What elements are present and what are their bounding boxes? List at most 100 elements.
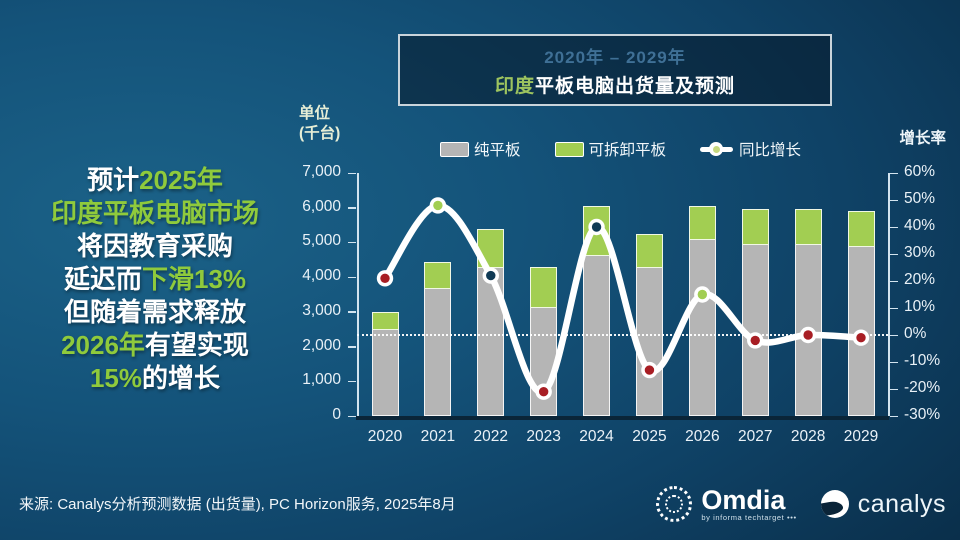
right-axis-label--30%: -30% <box>904 406 941 423</box>
x-label-2021: 2021 <box>420 428 456 445</box>
bar-slate-2020 <box>371 329 399 416</box>
right-axis-label-50%: 50% <box>904 190 936 207</box>
x-label-2022: 2022 <box>473 428 508 445</box>
right-axis-tick-0% <box>890 334 898 336</box>
annotation-line-1: 预计2025年 <box>10 164 300 197</box>
right-axis-label-20%: 20% <box>904 271 936 288</box>
brand-logos: Omdia by informa techtarget ••• canalys <box>656 486 946 522</box>
left-axis-tick-2,000 <box>348 346 356 348</box>
marker-ring-2020 <box>376 270 394 287</box>
bar-slate-2028 <box>794 244 822 416</box>
left-axis-tick-3,000 <box>348 311 356 313</box>
right-axis-label-10%: 10% <box>904 298 936 315</box>
left-axis-label-2,000: 2,000 <box>302 336 341 354</box>
legend-item-slate-tablet[interactable]: 纯平板 <box>440 138 521 160</box>
marker-ring-2021 <box>429 197 447 214</box>
bar-detachable-2022 <box>477 228 505 268</box>
left-axis-line <box>357 173 359 416</box>
right-axis-tick-60% <box>890 172 898 174</box>
legend-label-detachable: 可拆卸平板 <box>588 142 667 159</box>
omdia-wordmark: Omdia <box>701 484 786 515</box>
bar-detachable-2023 <box>530 266 558 308</box>
title-rest: 平板电脑出货量及预测 <box>535 75 736 97</box>
annotation-segment: 将因教育采购 <box>76 231 233 261</box>
left-axis-label-6,000: 6,000 <box>302 197 341 215</box>
right-axis-label-30%: 30% <box>904 244 936 261</box>
right-axis-tick-50% <box>890 199 898 201</box>
bar-detachable-2026 <box>688 205 716 240</box>
marker-2021 <box>433 200 443 211</box>
annotation-segment: 15% <box>89 363 143 393</box>
annotation-segment: 预计 <box>87 165 140 195</box>
bar-slate-2023 <box>530 306 558 416</box>
bar-detachable-2028 <box>794 209 822 246</box>
bar-slate-2025 <box>635 266 663 416</box>
x-label-2020: 2020 <box>367 428 403 445</box>
right-axis-line <box>888 173 890 416</box>
growth-line-marker-icon <box>700 142 734 156</box>
canalys-icon <box>820 490 849 518</box>
annotation-line-3: 将因教育采购 <box>10 230 300 263</box>
legend-item-yoy-growth[interactable]: 同比增长 <box>700 138 801 160</box>
annotation-segment: 延迟而 <box>63 264 142 294</box>
legend-label-slate: 纯平板 <box>474 142 521 159</box>
right-axis-label-60%: 60% <box>904 163 936 180</box>
annotation-line-7: 15%的增长 <box>10 362 300 395</box>
right-axis-label-0%: 0% <box>904 325 927 342</box>
bar-detachable-2027 <box>741 209 769 246</box>
title-date-range: 2020年 – 2029年 <box>544 47 686 67</box>
bar-slate-2026 <box>688 238 716 416</box>
annotation-segment: 有望实现 <box>144 330 249 360</box>
annotation-segment: 印度平板电脑市场 <box>50 198 259 228</box>
annotation-segment: 2025年 <box>139 165 223 195</box>
right-axis-tick-30% <box>890 253 898 255</box>
left-axis-unit-label: 单位 (千台) <box>299 104 340 144</box>
right-axis-label--20%: -20% <box>904 379 941 396</box>
x-label-2028: 2028 <box>790 428 826 445</box>
bar-slate-2029 <box>847 245 875 416</box>
canalys-logo[interactable]: canalys <box>820 490 946 519</box>
bar-detachable-2021 <box>424 261 452 289</box>
annotation-segment: 2026年 <box>61 330 145 360</box>
right-axis-tick--30% <box>890 415 898 417</box>
annotation-text: 预计2025年 印度平板电脑市场 将因教育采购 延迟而下滑13% 但随着需求释放 2026… <box>10 164 300 395</box>
left-axis-tick-7,000 <box>348 172 356 174</box>
x-label-2026: 2026 <box>685 428 720 445</box>
omdia-logo[interactable]: Omdia by informa techtarget ••• <box>656 486 796 522</box>
bar-slate-2022 <box>477 266 505 416</box>
left-axis-label-4,000: 4,000 <box>302 267 341 285</box>
unit-label-line1: 单位 <box>299 105 331 122</box>
right-axis-label-40%: 40% <box>904 217 936 234</box>
marker-2020 <box>380 273 390 283</box>
annotation-line-2: 印度平板电脑市场 <box>10 197 300 230</box>
bar-detachable-2029 <box>847 211 875 247</box>
annotation-segment: 的增长 <box>142 363 221 393</box>
annotation-line-4: 延迟而下滑13% <box>10 263 300 296</box>
left-axis-tick-5,000 <box>348 241 356 244</box>
annotation-line-5: 但随着需求释放 <box>10 296 300 329</box>
right-axis-tick--20% <box>890 388 898 390</box>
right-axis-tick-20% <box>890 280 898 282</box>
title-highlight: 印度 <box>494 75 535 97</box>
right-axis-tick-40% <box>890 226 898 228</box>
bar-detachable-2020 <box>371 311 399 331</box>
bar-slate-2027 <box>741 244 769 416</box>
left-axis-label-3,000: 3,000 <box>302 301 341 319</box>
slate-tablet-swatch-icon <box>440 141 469 157</box>
annotation-segment: 下滑13% <box>141 264 247 294</box>
x-label-2027: 2027 <box>737 428 773 445</box>
left-axis-tick-1,000 <box>348 380 356 383</box>
left-axis-tick-0 <box>348 415 356 417</box>
chart-title: 印度平板电脑出货量及预测 <box>495 71 735 98</box>
right-axis-tick-10% <box>890 307 898 309</box>
left-axis-label-7,000: 7,000 <box>302 163 341 180</box>
legend-item-detachable-tablet[interactable]: 可拆卸平板 <box>554 138 667 160</box>
bar-detachable-2024 <box>583 205 611 256</box>
x-axis-line <box>356 416 889 420</box>
left-axis-tick-4,000 <box>348 276 356 279</box>
bar-slate-2021 <box>424 287 452 416</box>
x-label-2025: 2025 <box>632 428 667 445</box>
zero-percent-gridline <box>357 334 888 336</box>
left-axis-label-0: 0 <box>332 406 341 423</box>
